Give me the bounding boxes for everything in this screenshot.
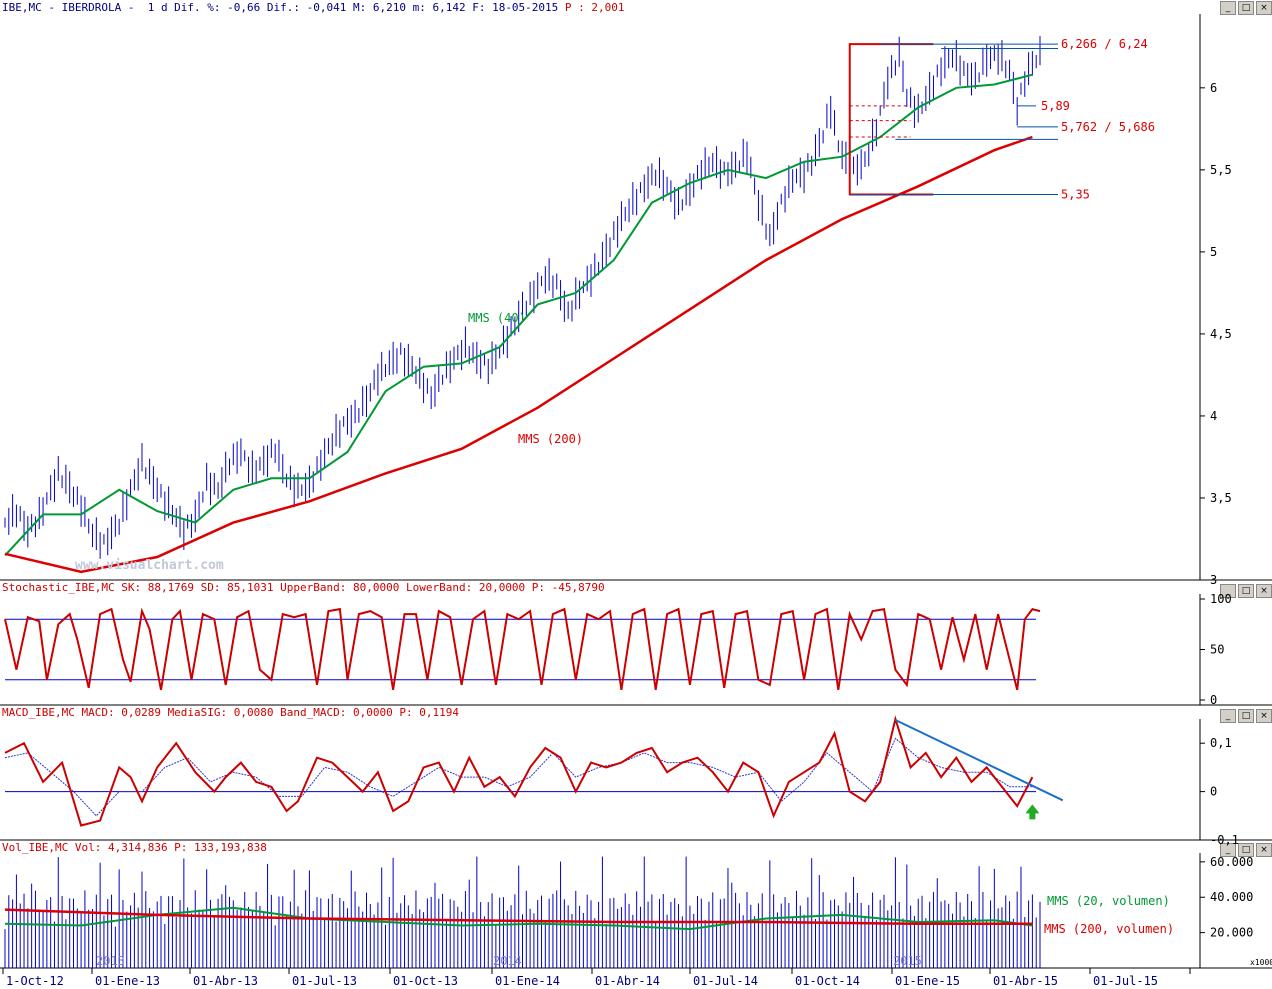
up-arrow-icon	[1025, 804, 1040, 820]
x-tick-label: 01-Abr-13	[193, 974, 258, 988]
0-y-tick-label: 3,5	[1210, 491, 1232, 505]
x-tick-label: 01-Abr-14	[595, 974, 660, 988]
0-y-tick-label: 4,5	[1210, 327, 1232, 341]
2-y-tick-label: 0,1	[1210, 736, 1232, 750]
2-y-tick-label: -0,1	[1210, 833, 1239, 847]
volume-mms20-label: MMS (20, volumen)	[1047, 894, 1170, 908]
x-tick-label: 01-Oct-13	[393, 974, 458, 988]
x-tick-label: 1-Oct-12	[6, 974, 64, 988]
window-controls: _ □ ×	[1220, 1, 1272, 15]
volume-mms20-line	[4, 906, 1033, 931]
3-y-tick-label: 40.000	[1210, 890, 1253, 904]
x-tick-label: 01-Ene-15	[895, 974, 960, 988]
0-y-tick-label: 5,5	[1210, 163, 1232, 177]
3-y-tick-label: 60.000	[1210, 855, 1253, 869]
stochastic-header: Stochastic_IBE,MC SK: 88,1769 SD: 85,103…	[2, 581, 605, 594]
3-y-tick-label: 20.000	[1210, 926, 1253, 940]
level-label-589: 5,89	[1041, 99, 1070, 113]
stochastic-window-controls: _ □ ×	[1220, 584, 1272, 598]
volume-bars	[4, 856, 1041, 968]
close-icon[interactable]: ×	[1256, 1, 1272, 15]
1-y-tick-label: 0	[1210, 693, 1217, 707]
0-y-tick-label: 4	[1210, 409, 1217, 423]
1-y-tick-label: 100	[1210, 592, 1232, 606]
0-y-tick-label: 5	[1210, 245, 1217, 259]
minimize-icon[interactable]: _	[1220, 843, 1236, 857]
0-y-tick-label: 3	[1210, 573, 1217, 587]
mms40-line	[4, 73, 1033, 557]
x-tick-label: 01-Jul-14	[693, 974, 758, 988]
x-tick-label: 01-Jul-15	[1093, 974, 1158, 988]
0-y-tick-label: 6	[1210, 81, 1217, 95]
volume-mms200-line	[4, 908, 1033, 926]
volume-unit-label: x1000	[1250, 958, 1272, 967]
watermark: www.visualchart.com	[75, 558, 224, 573]
level-label-5762: 5,762 / 5,686	[1061, 120, 1155, 134]
mms200-label: MMS (200)	[518, 432, 583, 446]
volume-mms200-label: MMS (200, volumen)	[1044, 922, 1174, 936]
minimize-icon[interactable]: _	[1220, 709, 1236, 723]
macd-line	[4, 715, 1034, 827]
restore-icon[interactable]: □	[1238, 1, 1254, 15]
macd-signal-line	[4, 737, 1033, 817]
macd-header: MACD_IBE,MC MACD: 0,0289 MediaSIG: 0,008…	[2, 706, 459, 719]
minimize-icon[interactable]: _	[1220, 1, 1236, 15]
x-tick-label: 01-Abr-15	[993, 974, 1058, 988]
year-label: 2015	[893, 954, 922, 968]
x-tick-label: 01-Oct-14	[795, 974, 860, 988]
x-tick-label: 01-Jul-13	[292, 974, 357, 988]
restore-icon[interactable]: □	[1238, 843, 1254, 857]
year-label: 2014	[493, 954, 522, 968]
volume-header: Vol_IBE,MC Vol: 4,314,836 P: 133,193,838	[2, 841, 267, 854]
year-label: 2013	[96, 954, 125, 968]
2-y-tick-label: 0	[1210, 785, 1217, 799]
x-tick-label: 01-Ene-13	[95, 974, 160, 988]
macd-trendline	[894, 719, 1064, 802]
restore-icon[interactable]: □	[1238, 584, 1254, 598]
minimize-icon[interactable]: _	[1220, 584, 1236, 598]
x-tick-label: 01-Ene-14	[495, 974, 560, 988]
level-label-6266: 6,266 / 6,24	[1061, 37, 1148, 51]
mms200-line	[4, 135, 1033, 574]
level-label-535: 5,35	[1061, 187, 1090, 201]
price-header: IBE,MC - IBERDROLA - 1 d Dif. %: -0,66 D…	[2, 1, 625, 14]
1-y-tick-label: 50	[1210, 643, 1224, 657]
stoch-sk-line	[4, 607, 1041, 691]
restore-icon[interactable]: □	[1238, 709, 1254, 723]
mms40-label: MMS (40)	[468, 311, 526, 325]
volume-window-controls: _ □ ×	[1220, 843, 1272, 857]
price-bars	[4, 36, 1041, 559]
